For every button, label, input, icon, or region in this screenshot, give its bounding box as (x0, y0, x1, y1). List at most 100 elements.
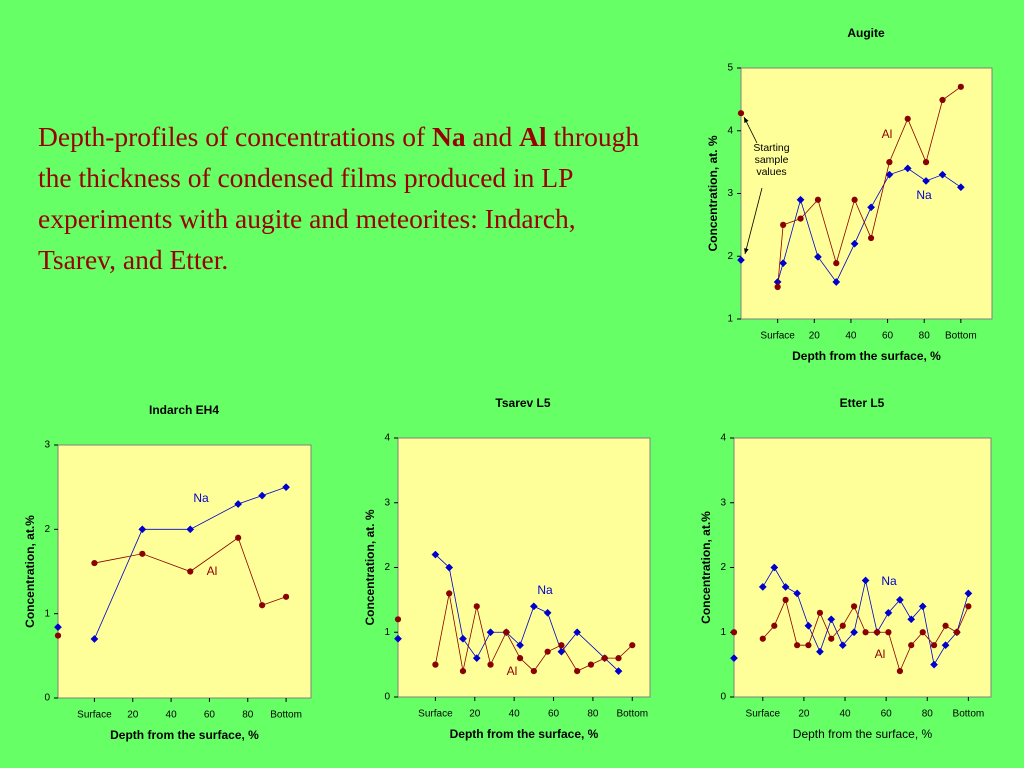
y-tick-label: 2 (720, 562, 726, 573)
x-axis-title: Depth from the surface, % (110, 728, 259, 742)
marker (964, 589, 973, 598)
marker (939, 96, 946, 104)
marker (862, 629, 869, 636)
series-line (94, 486, 287, 640)
marker (793, 589, 802, 598)
chart-title: Augite (847, 26, 885, 40)
y-tick-label: 5 (727, 63, 733, 74)
y-axis-title: Concentration, at.% (23, 515, 37, 628)
marker (965, 603, 972, 610)
marker (472, 654, 481, 663)
marker (838, 641, 847, 650)
y-tick-label: 2 (44, 524, 50, 535)
marker (91, 559, 98, 567)
x-tick-label: 80 (922, 709, 934, 720)
heading-text: and (465, 121, 520, 152)
y-tick-label: 0 (720, 692, 726, 703)
marker (922, 159, 930, 166)
series-label: Al (875, 647, 886, 661)
marker (432, 661, 439, 668)
y-tick-label: 2 (384, 562, 390, 573)
x-tick-label: 40 (839, 709, 851, 720)
x-tick-label: Bottom (953, 709, 985, 720)
marker (895, 595, 904, 604)
marker (781, 582, 790, 591)
marker (903, 164, 912, 173)
y-tick-label: 3 (44, 440, 50, 451)
x-tick-label: Surface (746, 709, 781, 720)
marker (601, 655, 608, 662)
marker (138, 525, 147, 534)
x-tick-label: Bottom (270, 710, 302, 721)
marker (942, 622, 949, 629)
y-tick-label: 2 (727, 251, 733, 262)
marker (779, 259, 788, 268)
marker (839, 622, 846, 629)
marker (557, 647, 566, 656)
marker (918, 602, 927, 611)
marker (956, 183, 965, 192)
marker (782, 596, 789, 603)
marker (867, 203, 876, 212)
marker (394, 634, 402, 643)
marker (919, 629, 926, 636)
y-axis-title: Concentration, at. % (363, 509, 377, 625)
marker (774, 283, 781, 291)
x-tick-label: 60 (548, 709, 560, 720)
marker (861, 576, 870, 585)
marker (797, 215, 804, 222)
x-axis-title: Depth from the surface, % (793, 727, 933, 741)
x-tick-label: 40 (166, 710, 178, 721)
marker (885, 629, 892, 636)
marker (941, 641, 950, 650)
x-tick-label: 20 (469, 709, 481, 720)
series-label: Na (537, 583, 553, 597)
heading: Depth-profiles of concentrations of Na a… (38, 116, 653, 280)
marker (886, 159, 893, 166)
x-tick-label: Bottom (945, 331, 977, 342)
marker (930, 642, 938, 649)
arrow-head (744, 117, 749, 123)
marker (258, 491, 267, 500)
marker (516, 641, 525, 650)
annotation: Starting sample values (753, 142, 789, 178)
marker (558, 642, 565, 649)
marker (90, 635, 99, 643)
marker (873, 629, 881, 636)
marker (816, 609, 824, 616)
x-tick-label: 20 (798, 709, 810, 720)
x-axis-title: Depth from the surface, % (450, 727, 599, 741)
series-label: Al (882, 127, 893, 141)
marker (930, 660, 939, 669)
x-tick-label: Surface (77, 710, 112, 721)
marker (957, 83, 964, 90)
heading-text: through the thickness of condensed films… (38, 121, 640, 275)
x-tick-label: 60 (881, 709, 893, 720)
y-axis-title: Concentration, at. % (706, 135, 720, 251)
marker (529, 602, 538, 611)
marker (922, 176, 930, 185)
marker (737, 110, 745, 117)
x-axis-title: Depth from the surface, % (792, 349, 941, 363)
marker (737, 256, 745, 264)
marker (804, 621, 813, 630)
marker (186, 525, 195, 534)
marker (908, 642, 915, 649)
marker (459, 668, 467, 675)
x-tick-label: Bottom (616, 709, 648, 720)
marker (851, 196, 858, 203)
marker (884, 608, 893, 617)
marker (516, 655, 524, 662)
marker (487, 661, 494, 668)
marker (796, 195, 805, 204)
y-tick-label: 1 (727, 314, 733, 325)
y-tick-label: 0 (44, 693, 50, 704)
marker (615, 655, 622, 662)
y-tick-label: 4 (727, 125, 733, 136)
marker (187, 568, 194, 575)
marker (815, 647, 824, 656)
marker (543, 608, 552, 617)
marker (730, 654, 738, 663)
marker (770, 563, 779, 572)
